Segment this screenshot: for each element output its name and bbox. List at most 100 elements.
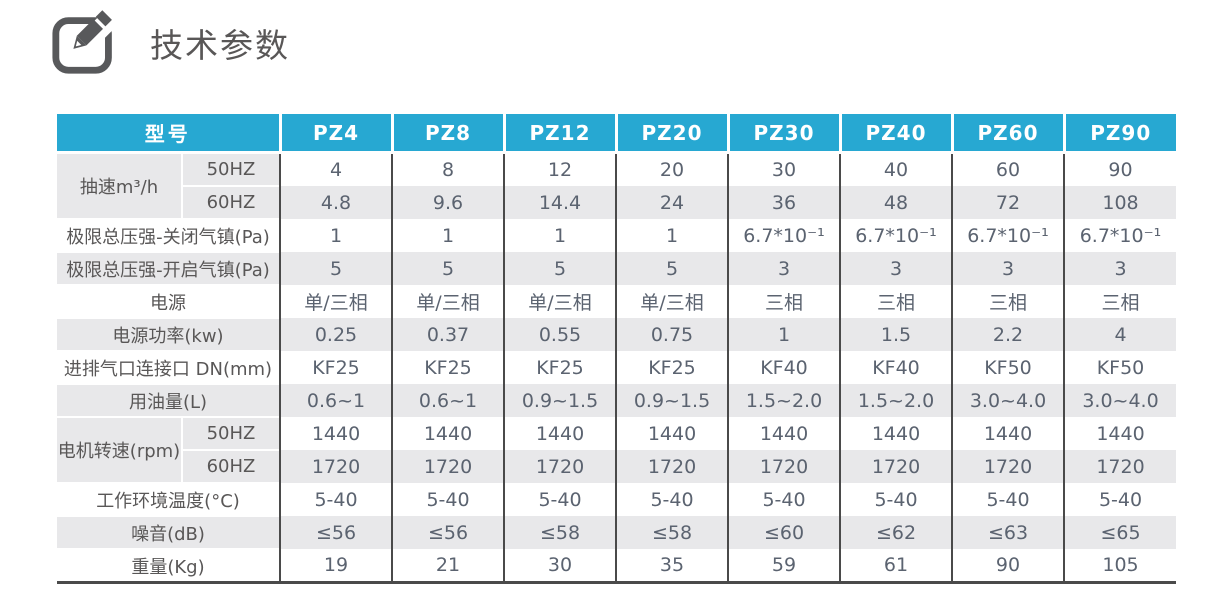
column-header-model: 型号 <box>57 114 280 154</box>
value-cell: 1440 <box>391 417 504 450</box>
value-cell: 20 <box>615 152 728 186</box>
value-cell: 0.25 <box>279 318 392 351</box>
value-cell: 21 <box>391 549 504 584</box>
value-cell: ≤58 <box>615 516 728 549</box>
row-label: 进排气口连接口 DN(mm) <box>57 350 280 384</box>
value-cell: 4 <box>279 152 392 186</box>
value-cell: 1720 <box>951 450 1064 483</box>
value-cell: 6.7*10⁻¹ <box>839 219 952 252</box>
column-header: PZ60 <box>950 114 1064 154</box>
value-cell: 90 <box>951 549 1064 584</box>
value-cell: 三相 <box>839 285 952 318</box>
row-label: 电源功率(kw) <box>57 317 280 351</box>
value-cell: 5 <box>279 252 392 285</box>
value-cell: 0.9~1.5 <box>503 384 616 417</box>
row-label: 电源 <box>57 284 280 318</box>
value-cell: ≤62 <box>839 516 952 549</box>
value-cell: 30 <box>727 152 840 186</box>
value-cell: 1 <box>503 219 616 252</box>
value-cell: 单/三相 <box>279 285 392 318</box>
value-cell: ≤56 <box>391 516 504 549</box>
value-cell: 36 <box>727 186 840 219</box>
table-row: 用油量(L) 0.6~1 0.6~1 0.9~1.5 0.9~1.5 1.5~2.0 1.5… <box>57 383 1176 417</box>
value-cell: 2.2 <box>951 318 1064 351</box>
value-cell: KF40 <box>839 351 952 384</box>
value-cell: 5-40 <box>951 483 1064 516</box>
table-row: 工作环境温度(°C) 5-40 5-40 5-40 5-40 5-40 5-40 5-40 5-… <box>57 482 1176 516</box>
value-cell: 1720 <box>839 450 952 483</box>
value-cell: 1440 <box>951 417 1064 450</box>
value-cell: 1.5~2.0 <box>727 384 840 417</box>
value-cell: 三相 <box>1063 285 1176 318</box>
column-header: PZ12 <box>502 114 616 154</box>
value-cell: KF25 <box>615 351 728 384</box>
column-header: PZ90 <box>1062 114 1176 154</box>
column-header: PZ20 <box>614 114 728 154</box>
section-header: 技术参数 <box>0 0 1208 78</box>
value-cell: 5-40 <box>503 483 616 516</box>
column-header: PZ8 <box>390 114 504 154</box>
value-cell: KF25 <box>279 351 392 384</box>
value-cell: 3 <box>727 252 840 285</box>
value-cell: 12 <box>503 152 616 186</box>
value-cell: 5-40 <box>279 483 392 516</box>
value-cell: 19 <box>279 549 392 584</box>
value-cell: 6.7*10⁻¹ <box>1063 219 1176 252</box>
value-cell: KF40 <box>727 351 840 384</box>
value-cell: 6.7*10⁻¹ <box>727 219 840 252</box>
value-cell: 1440 <box>727 417 840 450</box>
row-sublabel: 60HZ <box>181 449 280 483</box>
row-sublabel: 60HZ <box>181 185 280 219</box>
value-cell: 5 <box>503 252 616 285</box>
row-label: 噪音(dB) <box>57 515 280 549</box>
page-title: 技术参数 <box>150 26 290 65</box>
value-cell: 1720 <box>1063 450 1176 483</box>
value-cell: 3 <box>839 252 952 285</box>
value-cell: 61 <box>839 549 952 584</box>
column-header: PZ40 <box>838 114 952 154</box>
table-row: 噪音(dB) ≤56 ≤56 ≤58 ≤58 ≤60 ≤62 ≤63 ≤65 <box>57 515 1176 549</box>
row-label: 重量(Kg) <box>57 548 280 584</box>
value-cell: 1440 <box>615 417 728 450</box>
value-cell: 0.75 <box>615 318 728 351</box>
value-cell: 1.5~2.0 <box>839 384 952 417</box>
value-cell: 0.9~1.5 <box>615 384 728 417</box>
value-cell: 0.6~1 <box>391 384 504 417</box>
row-group-label: 抽速m³/h <box>57 151 182 219</box>
row-label: 工作环境温度(°C) <box>57 482 280 516</box>
value-cell: 0.55 <box>503 318 616 351</box>
value-cell: 1.5 <box>839 318 952 351</box>
value-cell: 72 <box>951 186 1064 219</box>
value-cell: 4.8 <box>279 186 392 219</box>
value-cell: 3 <box>1063 252 1176 285</box>
value-cell: 5-40 <box>391 483 504 516</box>
table-header-row: 型号 PZ4 PZ8 PZ12 PZ20 PZ30 PZ40 PZ60 PZ90 <box>57 114 1176 154</box>
value-cell: 1440 <box>279 417 392 450</box>
value-cell: 1720 <box>727 450 840 483</box>
value-cell: 1720 <box>503 450 616 483</box>
value-cell: 9.6 <box>391 186 504 219</box>
value-cell: 35 <box>615 549 728 584</box>
value-cell: 60 <box>951 152 1064 186</box>
row-sublabel: 50HZ <box>181 416 280 450</box>
value-cell: 单/三相 <box>615 285 728 318</box>
value-cell: 0.37 <box>391 318 504 351</box>
value-cell: 3 <box>951 252 1064 285</box>
value-cell: ≤56 <box>279 516 392 549</box>
column-header: PZ4 <box>278 114 392 154</box>
value-cell: KF25 <box>503 351 616 384</box>
row-sublabel: 50HZ <box>181 151 280 186</box>
value-cell: 1720 <box>615 450 728 483</box>
value-cell: ≤60 <box>727 516 840 549</box>
table-row: 电源功率(kw) 0.25 0.37 0.55 0.75 1 1.5 2.2 4 <box>57 317 1176 351</box>
value-cell: 5-40 <box>1063 483 1176 516</box>
value-cell: 5 <box>391 252 504 285</box>
spec-table: 型号 PZ4 PZ8 PZ12 PZ20 PZ30 PZ40 PZ60 PZ90 抽速m³/h 5… <box>57 114 1176 584</box>
value-cell: 3.0~4.0 <box>1063 384 1176 417</box>
value-cell: 59 <box>727 549 840 584</box>
table-row: 重量(Kg) 19 21 30 35 59 61 90 105 <box>57 548 1176 584</box>
value-cell: 1720 <box>279 450 392 483</box>
table-row: 极限总压强-关闭气镇(Pa) 1 1 1 1 6.7*10⁻¹ 6.7*10⁻¹ 6.7*10… <box>57 218 1176 252</box>
value-cell: 1440 <box>503 417 616 450</box>
